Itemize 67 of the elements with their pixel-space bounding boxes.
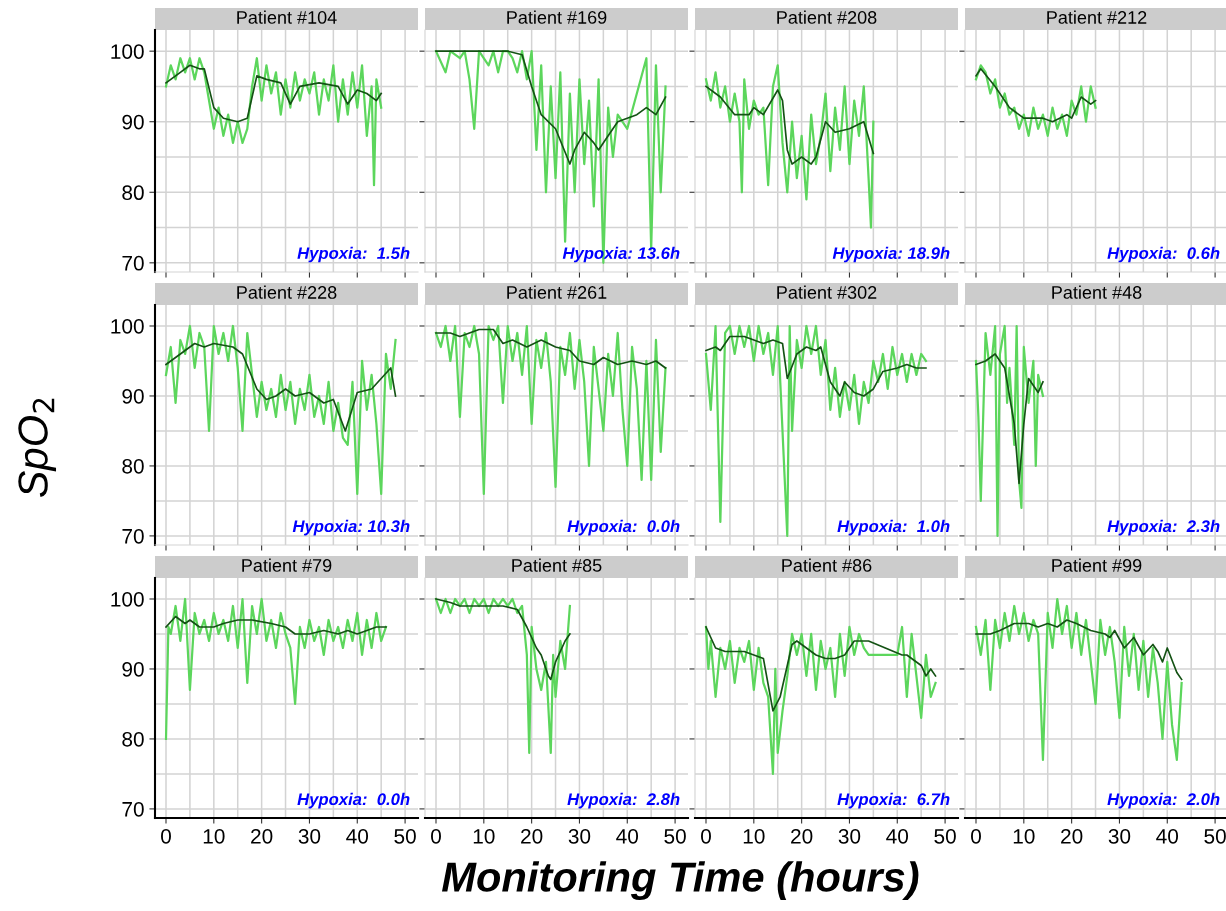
x-tick-label: 30 — [838, 828, 861, 844]
chart-title: Patient #169 — [507, 10, 607, 24]
y-tick-label: 70 — [122, 801, 144, 817]
x-tick-label: 20 — [521, 828, 543, 844]
chart-title: Patient #86 — [782, 558, 872, 572]
x-tick-label: 50 — [394, 828, 416, 844]
annotation: Hypoxia: 6.7h — [837, 792, 950, 809]
annotation: Hypoxia: 2.3h — [1107, 519, 1220, 536]
x-axis-title: Monitoring Time (hours) — [441, 861, 919, 901]
y-tick-label: 80 — [122, 731, 144, 747]
chart-title: Patient #212 — [1047, 10, 1147, 24]
x-tick-label: 40 — [346, 828, 369, 844]
y-tick-label: 100 — [111, 44, 144, 59]
x-tick-label: 50 — [664, 828, 686, 844]
x-tick-label: 10 — [1013, 828, 1035, 844]
x-tick-label: 0 — [431, 828, 441, 844]
line-series — [164, 57, 383, 187]
x-tick-label: 30 — [568, 828, 591, 844]
y-tick-label: 70 — [122, 528, 144, 544]
y-tick-label: 90 — [122, 388, 144, 404]
chart-title: Patient #104 — [237, 10, 337, 24]
chart-title: Patient #228 — [237, 285, 337, 299]
line-series — [165, 342, 397, 432]
x-tick-label: 40 — [886, 828, 909, 844]
chart-title: Patient #99 — [1052, 558, 1142, 572]
chart-title: Patient #79 — [242, 558, 332, 572]
annotation: Hypoxia: 0.0h — [567, 519, 680, 536]
line-series — [165, 615, 387, 635]
x-tick-label: 50 — [1204, 828, 1226, 844]
chart-title: Patient #261 — [507, 285, 607, 299]
y-tick-label: 90 — [122, 114, 144, 130]
x-tick-label: 0 — [161, 828, 171, 844]
line-series — [164, 324, 397, 496]
x-tick-label: 0 — [971, 828, 981, 844]
x-tick-label: 40 — [1156, 828, 1179, 844]
y-tick-label: 80 — [122, 185, 144, 201]
y-tick-label: 70 — [122, 255, 144, 271]
x-tick-label: 20 — [791, 828, 813, 844]
y-axis-title: SpO$_{2}$ — [18, 398, 57, 498]
annotation: Hypoxia: 18.9h — [832, 246, 950, 263]
annotation: Hypoxia: 1.0h — [837, 519, 950, 536]
x-tick-label: 10 — [473, 828, 495, 844]
annotation: Hypoxia: 1.5h — [297, 246, 410, 263]
y-tick-label: 100 — [111, 591, 144, 607]
x-tick-label: 10 — [203, 828, 225, 844]
x-tick-label: 20 — [1061, 828, 1083, 844]
x-tick-label: 30 — [298, 828, 321, 844]
y-tick-label: 90 — [122, 661, 144, 677]
annotation: Hypoxia: 0.6h — [1107, 246, 1220, 263]
line-series — [165, 64, 383, 123]
chart-title: Patient #85 — [512, 558, 602, 572]
x-tick-label: 40 — [616, 828, 639, 844]
x-tick-label: 20 — [251, 828, 273, 844]
annotation: Hypoxia: 0.0h — [297, 792, 410, 809]
y-tick-label: 100 — [111, 318, 144, 334]
annotation: Hypoxia: 10.3h — [292, 519, 410, 536]
line-series — [164, 597, 388, 741]
chart-title: Patient #48 — [1052, 285, 1142, 299]
x-tick-label: 30 — [1108, 828, 1131, 844]
chart-title: Patient #302 — [777, 285, 877, 299]
annotation: Hypoxia: 2.8h — [567, 792, 680, 809]
x-tick-label: 0 — [701, 828, 711, 844]
chart-title: Patient #208 — [777, 10, 877, 24]
annotation: Hypoxia: 2.0h — [1107, 792, 1220, 809]
x-tick-label: 10 — [743, 828, 765, 844]
x-tick-label: 50 — [934, 828, 956, 844]
y-tick-label: 80 — [122, 458, 144, 474]
